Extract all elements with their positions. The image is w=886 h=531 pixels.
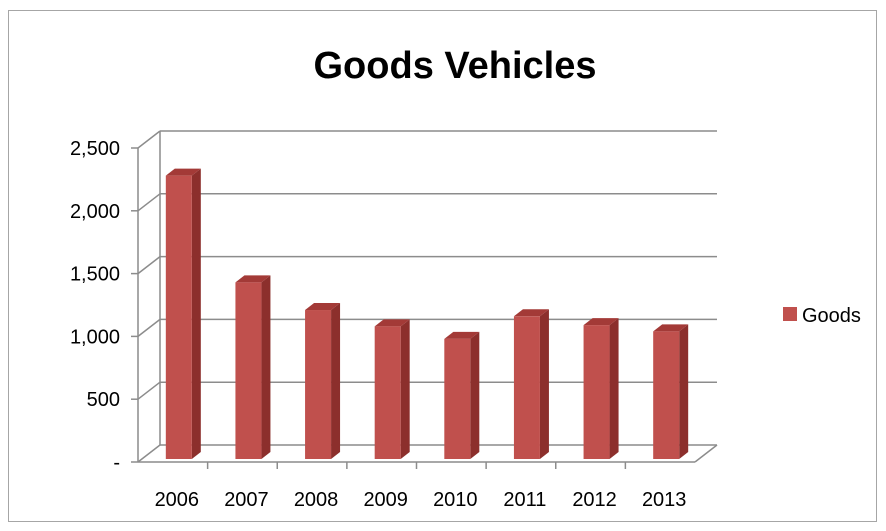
x-tick-label: 2009 — [363, 489, 408, 511]
chart-frame — [8, 10, 877, 522]
bar-side — [539, 309, 549, 459]
x-tick-label: 2006 — [155, 489, 200, 511]
y-tick-label: 1,000 — [70, 326, 120, 348]
bar-2006 — [165, 168, 201, 459]
bar-side — [609, 318, 619, 459]
y-tick-label: 500 — [87, 389, 120, 411]
gridline-connector — [137, 256, 161, 275]
axes — [131, 131, 718, 469]
bar-top — [653, 324, 689, 332]
bar-2008 — [305, 303, 341, 459]
bar-front — [513, 316, 540, 459]
bar-side — [679, 324, 689, 459]
x-tick-label: 2010 — [433, 489, 478, 511]
x-tick-labels: 2006 2007 2008 2009 2010 2011 2012 2013 — [155, 489, 687, 511]
y-tick-label: 1,500 — [70, 264, 120, 286]
bar-2007 — [235, 275, 271, 459]
bar-2012 — [583, 318, 619, 459]
legend-label-goods: Goods — [802, 305, 861, 327]
gridline-connector — [137, 318, 161, 337]
x-tick-label: 2013 — [642, 489, 687, 511]
x-tick-label: 2007 — [224, 489, 269, 511]
legend: Goods — [783, 305, 861, 327]
gridline-connector — [137, 381, 161, 400]
bar-2010 — [444, 331, 480, 459]
bar-2013 — [653, 324, 689, 459]
bar-top — [444, 331, 480, 339]
bar-top — [165, 168, 201, 176]
bar-top — [235, 275, 271, 283]
bar-front — [374, 326, 401, 459]
floor-right-edge — [694, 444, 718, 463]
chart-title: Goods Vehicles — [314, 45, 597, 87]
bar-side — [261, 275, 271, 459]
bar-2009 — [374, 319, 410, 459]
bar-top — [374, 319, 410, 327]
bar-front — [583, 325, 610, 459]
y-tick-label: 2,500 — [70, 138, 120, 160]
bar-top — [583, 318, 619, 326]
bar-2011 — [513, 309, 549, 459]
bar-side — [400, 319, 410, 459]
legend-swatch-goods — [783, 307, 797, 321]
gridlines — [137, 130, 717, 463]
bar-front — [305, 310, 332, 459]
gridline-connector — [137, 130, 161, 149]
bar-side — [470, 331, 480, 459]
gridline-connector — [137, 193, 161, 212]
bar-front — [165, 175, 192, 459]
y-tick-labels: - 500 1,000 1,500 2,000 2,500 — [70, 138, 120, 474]
bar-front — [444, 338, 471, 459]
bar-top — [513, 309, 549, 317]
bar-side — [331, 303, 341, 459]
bars — [165, 168, 689, 459]
x-tick-label: 2012 — [572, 489, 617, 511]
bar-top — [305, 303, 341, 311]
x-tick-label: 2008 — [294, 489, 339, 511]
y-tick-label: - — [113, 452, 120, 474]
bar-side — [191, 168, 201, 459]
y-tick-label: 2,000 — [70, 201, 120, 223]
gridline-connector — [137, 444, 161, 463]
bar-front — [235, 282, 262, 459]
bar-front — [653, 331, 680, 459]
x-tick-label: 2011 — [503, 489, 546, 511]
